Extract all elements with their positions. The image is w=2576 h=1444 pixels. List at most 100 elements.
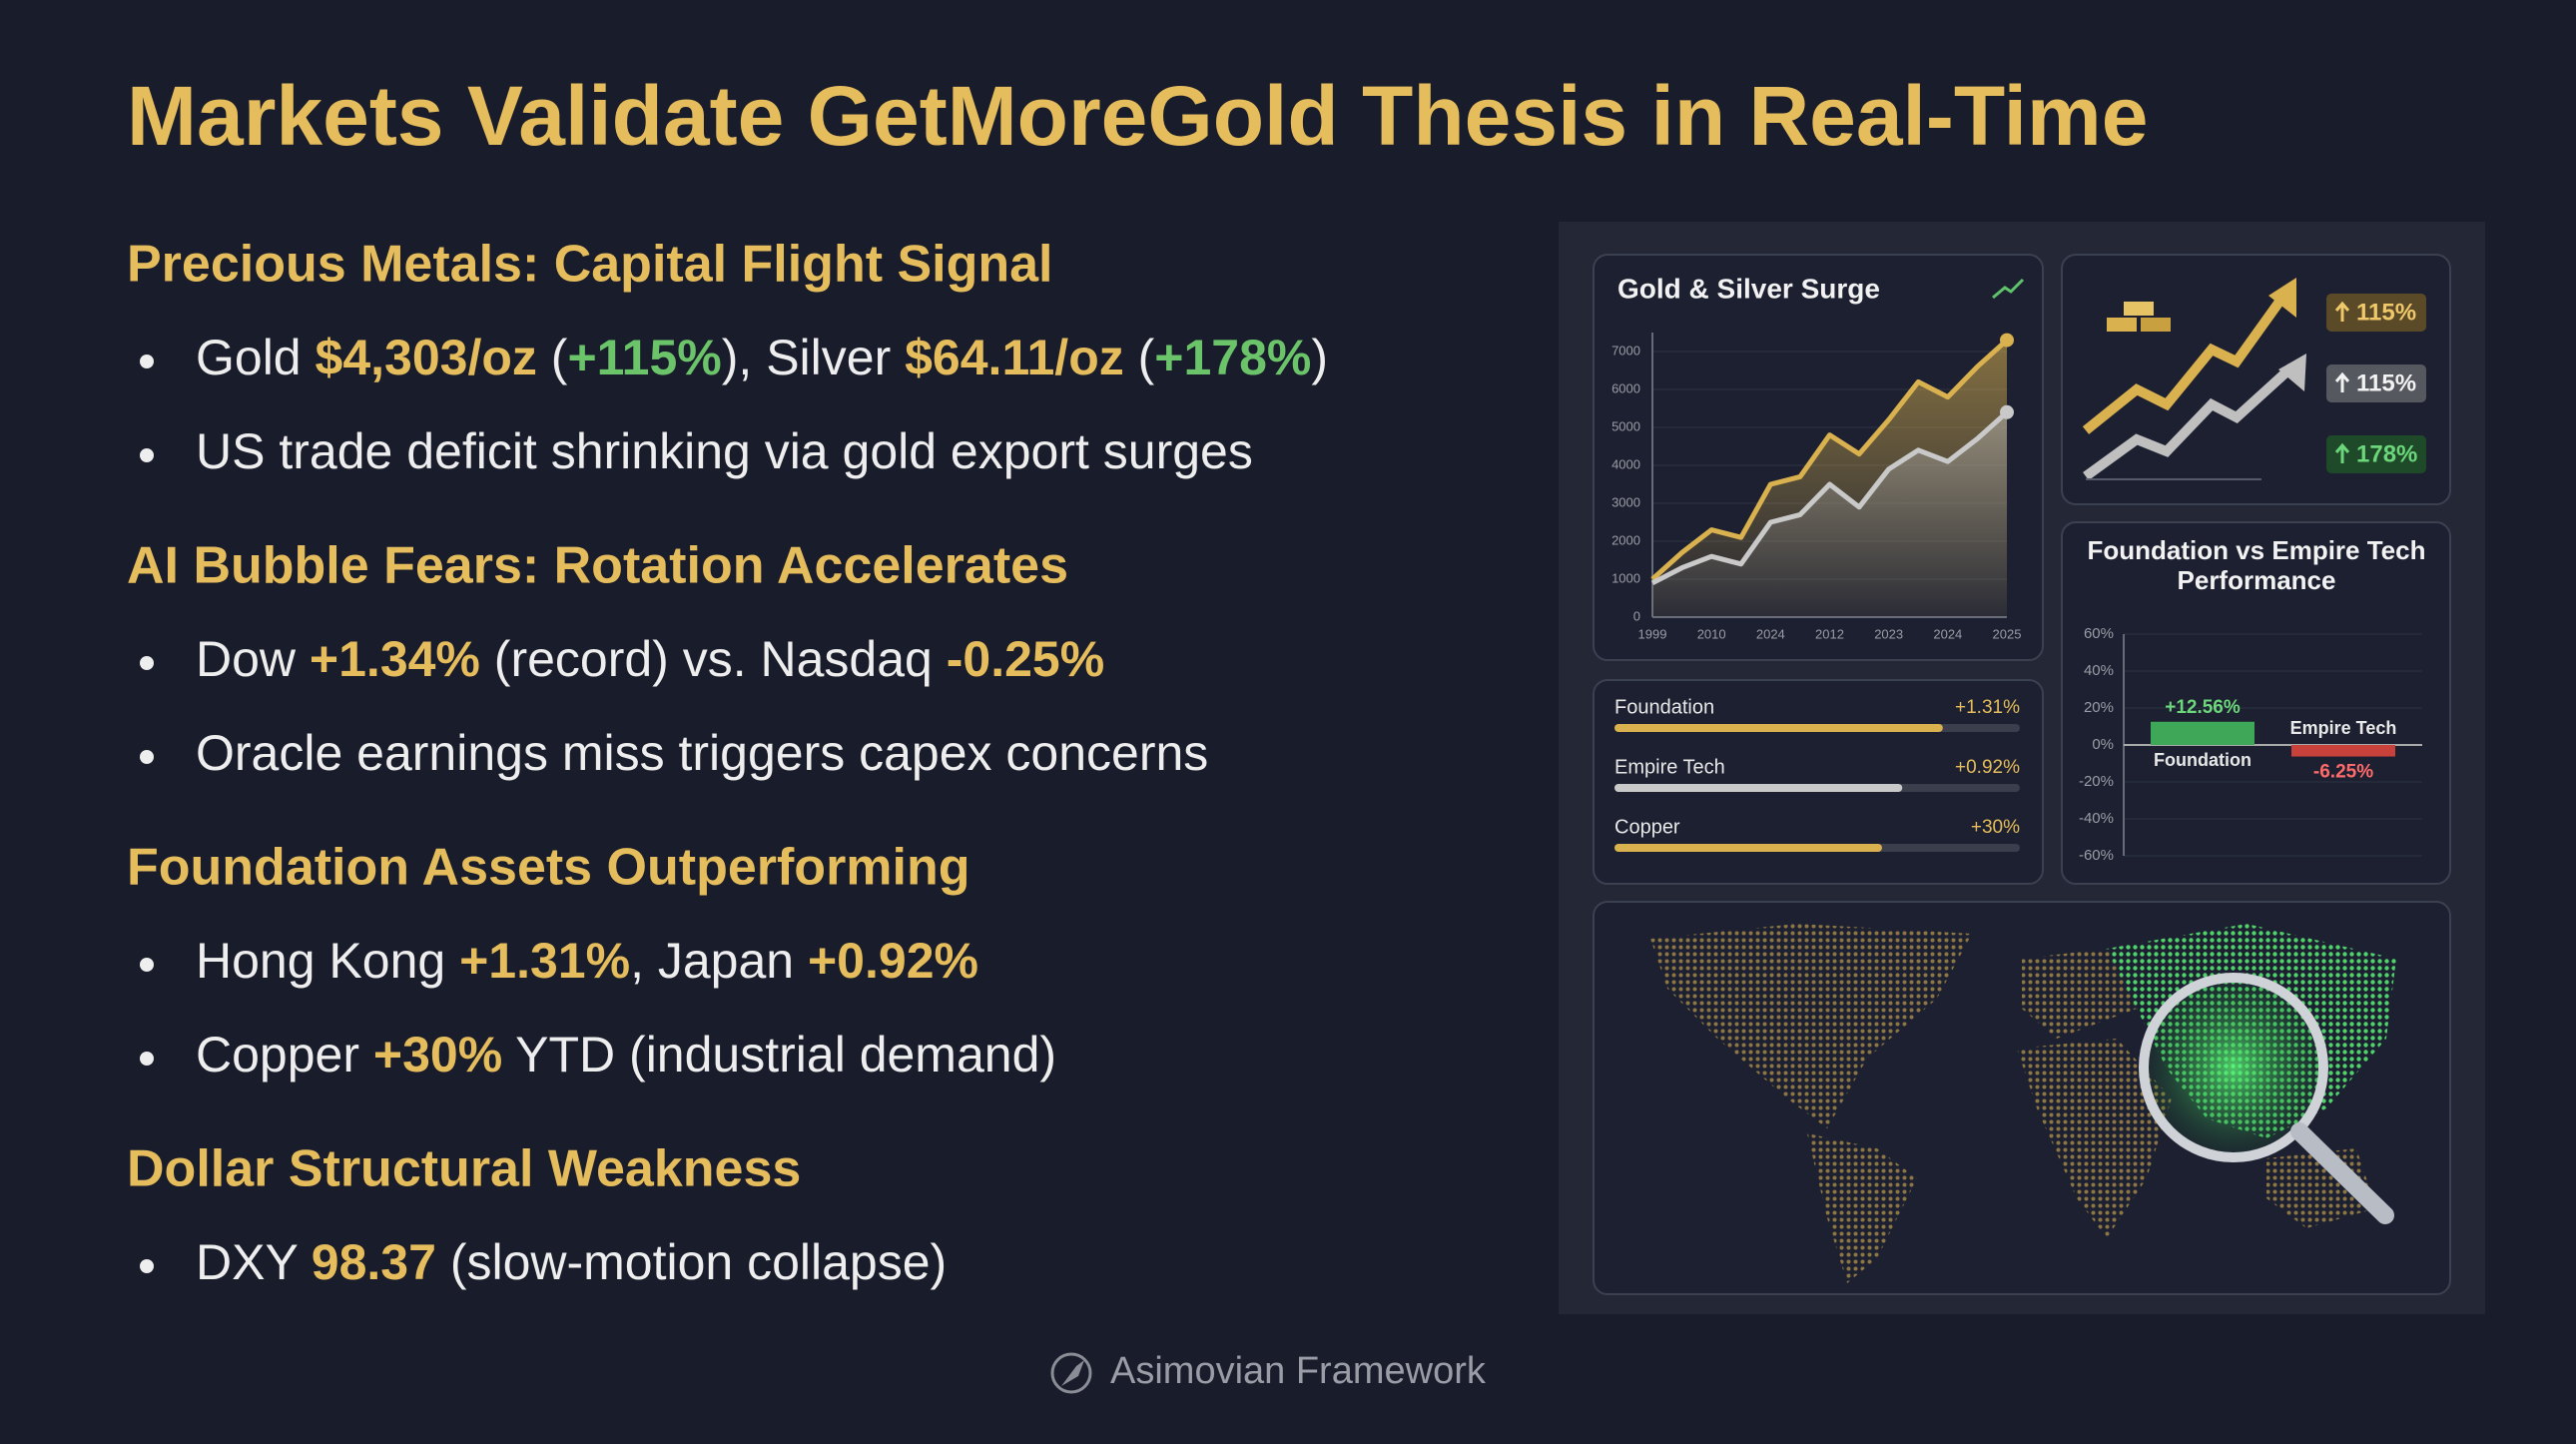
- badge-arrow: [2334, 442, 2350, 463]
- y-tick-label: -20%: [2079, 773, 2114, 790]
- chart-title: Foundation vs Empire Tech Performance: [2087, 535, 2426, 595]
- section-heading: AI Bubble Fears: Rotation Accelerates: [127, 537, 1068, 595]
- text-segment: ): [1311, 330, 1328, 385]
- x-tick-label: 2010: [1697, 626, 1726, 641]
- text-segment: ), Silver: [722, 330, 905, 385]
- text-segment: (slow-motion collapse): [436, 1234, 947, 1290]
- silver-arrow: [2083, 363, 2295, 481]
- badge: [2326, 294, 2426, 332]
- value-label: +12.56%: [2165, 697, 2241, 718]
- badge: [2326, 435, 2426, 473]
- bar: [2151, 721, 2254, 745]
- badge-label: 115%: [2356, 299, 2416, 326]
- section-heading: Precious Metals: Capital Flight Signal: [127, 236, 1053, 294]
- x-tick-label: 2012: [1815, 626, 1844, 641]
- badges: 115% 115% 178%: [2326, 294, 2426, 473]
- bullet-dot: [140, 1259, 154, 1273]
- silver-arrow-head: [2278, 354, 2306, 391]
- gold-arrow-head: [2268, 278, 2296, 318]
- y-tick-label: 4000: [1611, 456, 1640, 471]
- y-tick-label: 0: [1633, 608, 1640, 623]
- x-tick-label: 1999: [1638, 626, 1667, 641]
- text-segment: (: [1124, 330, 1155, 385]
- badge-arrow: [2334, 371, 2350, 392]
- y-tick-label: 0%: [2092, 736, 2114, 753]
- gold-arrow: [2082, 292, 2289, 434]
- progress-label: Empire Tech: [1614, 756, 1725, 778]
- text-segment: +115%: [567, 330, 721, 385]
- text-segment: -0.25%: [947, 631, 1104, 687]
- line: [1650, 338, 2009, 581]
- y-tick-label: 20%: [2084, 699, 2114, 716]
- y-tick-label: 1000: [1611, 570, 1640, 585]
- text-segment: , Japan: [630, 933, 808, 989]
- continent: [1807, 1133, 1917, 1283]
- y-tick-label: -40%: [2079, 810, 2114, 827]
- badge: [2326, 364, 2426, 402]
- section-heading: Foundation Assets Outperforming: [127, 839, 970, 897]
- bullet-text: Hong Kong +1.31%, Japan +0.92%: [196, 933, 978, 989]
- text-segment: (: [537, 330, 568, 385]
- y-tick-label: -60%: [2079, 847, 2114, 864]
- badge-label: 115%: [2356, 369, 2416, 396]
- text-segment: DXY: [196, 1234, 312, 1290]
- bullet-text: Oracle earnings miss triggers capex conc…: [196, 725, 1208, 781]
- magnifier-handle: [2290, 1122, 2394, 1224]
- text-segment: +1.34%: [310, 631, 480, 687]
- progress-fill: [1614, 844, 1882, 852]
- text-segment: 98.37: [312, 1234, 436, 1290]
- y-tick-label: 7000: [1611, 343, 1640, 358]
- y-tick-label: 40%: [2084, 662, 2114, 679]
- gold-bars-icon: [2107, 302, 2171, 332]
- progress-value: +0.92%: [1955, 757, 2020, 778]
- bullet-dot: [140, 750, 154, 764]
- text-segment: $64.11/oz: [905, 330, 1124, 385]
- bar: [2291, 745, 2395, 757]
- text-segment: US trade deficit shrinking via gold expo…: [196, 423, 1253, 479]
- y-tick-label: 6000: [1611, 380, 1640, 395]
- world-map: [1650, 924, 2396, 1283]
- line: [1650, 409, 2009, 586]
- text-segment: Copper: [196, 1027, 373, 1083]
- y-tick-label: 3000: [1611, 494, 1640, 509]
- end-point: [2000, 333, 2014, 348]
- y-tick-label: 2000: [1611, 532, 1640, 547]
- content-list: Precious Metals: Capital Flight Signal Go…: [127, 236, 1328, 1290]
- footer: Asimovian Framework: [1110, 1350, 1487, 1392]
- trend-icon: [1992, 278, 2025, 300]
- text-segment: Dow: [196, 631, 310, 687]
- progress-fill: [1614, 784, 1903, 792]
- magnifier-lens: [2139, 973, 2328, 1162]
- bullet-dot: [140, 1052, 154, 1066]
- slide-title: Markets Validate GetMoreGold Thesis in R…: [127, 69, 2148, 163]
- continent: [2017, 1039, 2172, 1238]
- bullet-dot: [140, 355, 154, 368]
- section-heading: Dollar Structural Weakness: [127, 1140, 801, 1198]
- x-tick-label: 2024: [1933, 626, 1962, 641]
- progress-value: +1.31%: [1955, 697, 2020, 718]
- footer-logo: [1050, 1352, 1092, 1394]
- text-segment: +178%: [1154, 330, 1311, 385]
- bullet-text: US trade deficit shrinking via gold expo…: [196, 423, 1253, 479]
- value-label: -6.25%: [2313, 762, 2373, 783]
- progress-fill: [1614, 724, 1943, 732]
- bar-chart-title-box: Foundation vs Empire Tech Performance: [2087, 535, 2426, 595]
- x-tick-label: 2023: [1874, 626, 1903, 641]
- text-segment: Hong Kong: [196, 933, 459, 989]
- y-tick-label: 60%: [2084, 625, 2114, 642]
- y-tick-label: 5000: [1611, 418, 1640, 433]
- progress-label: Foundation: [1614, 696, 1714, 718]
- bullet-text: Dow +1.34% (record) vs. Nasdaq -0.25%: [196, 631, 1104, 687]
- panel: [2061, 521, 2451, 885]
- bullet-dot: [140, 448, 154, 462]
- text-segment: +30%: [373, 1027, 502, 1083]
- x-tick-label: Empire Tech: [2290, 718, 2397, 738]
- x-tick-label: Foundation: [2154, 750, 2252, 770]
- text-segment: YTD (industrial demand): [502, 1027, 1056, 1083]
- text-segment: Oracle earnings miss triggers capex conc…: [196, 725, 1208, 781]
- chart-title: Gold & Silver Surge: [1617, 273, 1880, 304]
- end-point: [2000, 404, 2014, 419]
- text-segment: Gold: [196, 330, 316, 385]
